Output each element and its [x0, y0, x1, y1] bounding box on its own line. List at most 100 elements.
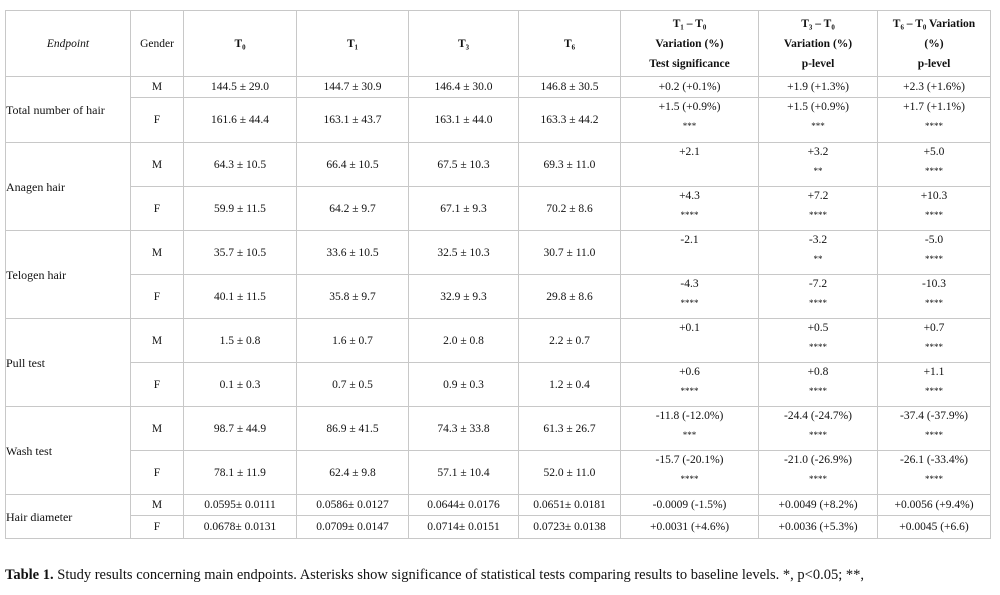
variation-value: +1.5 (+0.9%)	[658, 101, 721, 113]
variation-value: +0.8	[807, 366, 829, 378]
variation-value: -37.4 (-37.9%)	[899, 410, 969, 422]
significance: ****	[680, 386, 699, 396]
time-value: 33.6 ± 10.5	[296, 230, 409, 275]
header-line: T₆	[563, 37, 576, 50]
significance: ****	[925, 298, 943, 308]
variation-value: +7.2	[807, 190, 829, 202]
variation-value: -21.0 (-26.9%)	[783, 454, 853, 466]
time-value: 30.7 ± 11.0	[518, 230, 621, 275]
data-row: F 0.1 ± 0.3 0.7 ± 0.5 0.9 ± 0.3 1.2 ± 0.4 +0.…	[6, 362, 991, 407]
variation: +0.0056 (+9.4%)	[877, 494, 991, 516]
variation: +0.0031 (+4.6%)	[620, 515, 759, 539]
header-line: p-level	[917, 57, 951, 70]
variation-value: +1.1	[923, 366, 945, 378]
header-line: T₆ – T₀ Variation	[892, 17, 976, 30]
time-value: 32.5 ± 10.3	[408, 230, 519, 275]
significance: ***	[682, 430, 697, 440]
significance: **	[813, 254, 823, 264]
variation: -2.1	[620, 230, 759, 275]
time-value: 59.9 ± 11.5	[183, 186, 297, 231]
gender: F	[130, 450, 184, 495]
table-body: Total number of hair M 144.5 ± 29.0 144.7 ±…	[5, 76, 991, 539]
time-value: 0.0723± 0.0138	[518, 515, 621, 539]
header-line: T₁	[346, 37, 359, 50]
time-value: 0.0651± 0.0181	[518, 494, 621, 516]
data-row: Hair diameter M 0.0595± 0.0111 0.0586± 0.01…	[5, 494, 991, 539]
variation-value: -7.2	[808, 278, 828, 290]
endpoint-name: Telogen hair	[5, 230, 131, 319]
variation: +0.2 (+0.1%)	[620, 76, 759, 98]
gender: M	[130, 76, 184, 98]
gender: M	[130, 230, 184, 275]
variation: -24.4 (-24.7%) ****	[758, 406, 878, 451]
variation: -7.2 ****	[758, 274, 878, 319]
time-value: 35.8 ± 9.7	[296, 274, 409, 319]
time-value: 0.0586± 0.0127	[296, 494, 409, 516]
variation: +0.0049 (+8.2%)	[758, 494, 878, 516]
header-cell: Endpoint	[5, 10, 131, 77]
variation-value: -26.1 (-33.4%)	[899, 454, 969, 466]
significance: ****	[925, 121, 943, 131]
time-value: 0.0678± 0.0131	[183, 515, 297, 539]
gender: M	[130, 494, 184, 516]
significance: ****	[809, 386, 827, 396]
variation: -5.0 ****	[877, 230, 991, 275]
variation-value: +5.0	[923, 146, 945, 158]
time-value: 163.1 ± 43.7	[296, 97, 409, 143]
variation: +1.5 (+0.9%) ***	[620, 97, 759, 143]
variation-value: +0.1	[679, 322, 700, 334]
header-cell: Gender	[130, 10, 184, 77]
time-value: 69.3 ± 11.0	[518, 142, 621, 187]
variation: +7.2 ****	[758, 186, 878, 231]
variation: -15.7 (-20.1%) ****	[620, 450, 759, 495]
variation: +2.1	[620, 142, 759, 187]
header-line: T₃ – T₀	[801, 17, 835, 30]
variation-value: +4.3	[679, 190, 700, 202]
time-value: 144.5 ± 29.0	[183, 76, 297, 98]
time-value: 146.4 ± 30.0	[408, 76, 519, 98]
variation-value: -10.3	[922, 278, 946, 290]
variation: +4.3 ****	[620, 186, 759, 231]
caption-text: Study results concerning main endpoints.…	[57, 567, 865, 583]
variation: +2.3 (+1.6%)	[877, 76, 991, 98]
header-cell: T₆ – T₀ Variation (%) p-level	[877, 10, 991, 77]
data-row: Total number of hair M 144.5 ± 29.0 144.7 ±…	[5, 76, 991, 143]
time-value: 2.2 ± 0.7	[518, 318, 621, 363]
gender: M	[130, 318, 184, 363]
data-row: Telogen hair M 35.7 ± 10.5 33.6 ± 10.5 32.5 …	[5, 230, 991, 319]
variation: +0.7 ****	[877, 318, 991, 363]
variation: -10.3 ****	[877, 274, 991, 319]
variation-value: +3.2	[807, 146, 829, 158]
variation-value: -3.2	[808, 234, 828, 246]
time-value: 0.7 ± 0.5	[296, 362, 409, 407]
gender: M	[130, 142, 184, 187]
variation-value: +0.2 (+0.1%)	[658, 81, 721, 93]
time-value: 64.3 ± 10.5	[183, 142, 297, 187]
significance: ****	[809, 474, 827, 484]
gender: F	[130, 274, 184, 319]
variation: +1.9 (+1.3%)	[758, 76, 878, 98]
variation: +0.0045 (+6.6)	[877, 515, 991, 539]
time-value: 144.7 ± 30.9	[296, 76, 409, 98]
time-value: 67.5 ± 10.3	[408, 142, 519, 187]
header-cell: T₁ – T₀ Variation (%) Test significance	[620, 10, 759, 77]
time-value: 86.9 ± 41.5	[296, 406, 409, 451]
time-value: 0.9 ± 0.3	[408, 362, 519, 407]
variation-value: +0.6	[679, 366, 700, 378]
data-row: Anagen hair M 64.3 ± 10.5 66.4 ± 10.5 67.5 ±…	[5, 142, 991, 231]
variation: -4.3 ****	[620, 274, 759, 319]
header-cell: T₃	[408, 10, 519, 77]
data-row: F 161.6 ± 44.4 163.1 ± 43.7 163.1 ± 44.0 163…	[6, 97, 991, 143]
gender: F	[130, 97, 184, 143]
significance: ***	[682, 121, 697, 131]
variation: +0.8 ****	[758, 362, 878, 407]
header-cell: T₀	[183, 10, 297, 77]
variation: -0.0009 (-1.5%)	[620, 494, 759, 516]
gender: F	[130, 186, 184, 231]
variation-value: +0.0045 (+6.6)	[899, 521, 969, 533]
time-value: 57.1 ± 10.4	[408, 450, 519, 495]
time-value: 1.2 ± 0.4	[518, 362, 621, 407]
time-value: 163.3 ± 44.2	[518, 97, 621, 143]
variation: +3.2 **	[758, 142, 878, 187]
